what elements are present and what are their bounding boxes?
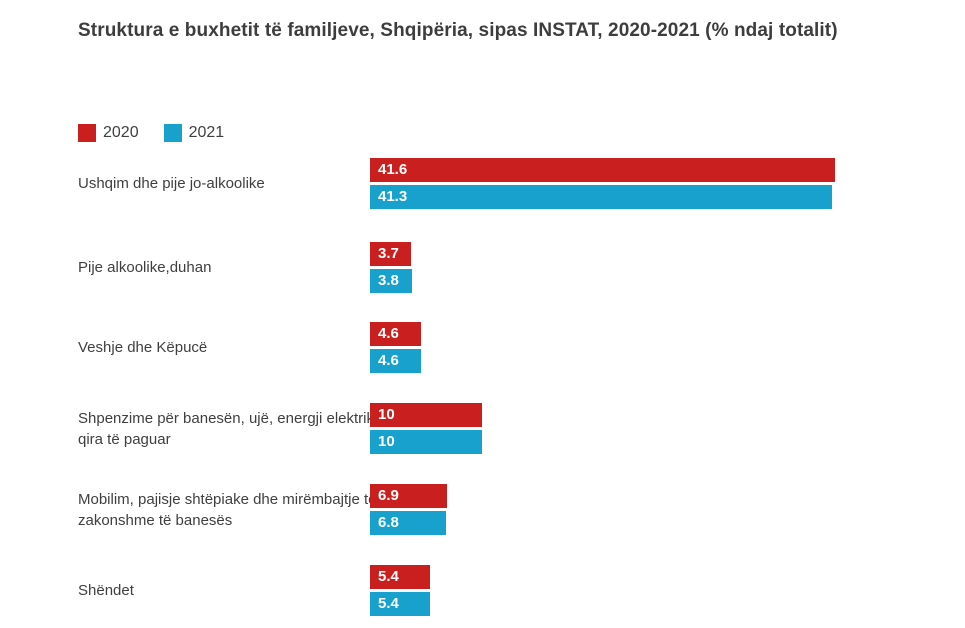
bar-value-label: 6.8 xyxy=(378,514,399,531)
legend-swatch-2020 xyxy=(78,124,96,142)
legend-label: 2021 xyxy=(188,124,225,141)
chart-row: Veshje dhe Këpucë 4.6 4.6 xyxy=(0,322,965,373)
bar-value-label: 4.6 xyxy=(378,325,399,342)
bar-value-label: 4.6 xyxy=(378,352,399,369)
legend-item-2021: 2021 xyxy=(163,124,225,142)
legend-swatch-2021 xyxy=(163,124,182,142)
bar-value-label: 41.3 xyxy=(378,188,408,205)
bar-2020: 3.7 xyxy=(370,242,411,266)
chart-row: Shëndet 5.4 5.4 xyxy=(0,565,965,616)
category-label: Mobilim, pajisje shtëpiake dhe mirëmbajt… xyxy=(78,490,377,529)
bar-2020: 4.6 xyxy=(370,322,421,346)
bar-value-label: 6.9 xyxy=(378,487,399,504)
bar-2020: 10 xyxy=(370,403,482,427)
bar-2020: 41.6 xyxy=(370,158,835,182)
chart-row: Shpenzime për banesën, ujë, energji elek… xyxy=(0,403,965,454)
bar-value-label: 10 xyxy=(378,433,395,450)
legend-item-2020: 2020 xyxy=(78,124,139,142)
bar-2020: 5.4 xyxy=(370,565,430,589)
bar-2020: 6.9 xyxy=(370,484,447,508)
legend-label: 2020 xyxy=(103,124,139,141)
bar-2021: 10 xyxy=(370,430,482,454)
bar-value-label: 5.4 xyxy=(378,568,399,585)
bar-value-label: 5.4 xyxy=(378,595,399,612)
bar-2021: 41.3 xyxy=(370,185,832,209)
bar-value-label: 10 xyxy=(378,406,395,423)
bar-value-label: 3.7 xyxy=(378,245,399,262)
chart-title: Struktura e buxhetit të familjeve, Shqip… xyxy=(78,20,838,41)
chart-row: Pije alkoolike,duhan 3.7 3.8 xyxy=(0,242,965,293)
bar-value-label: 41.6 xyxy=(378,161,408,178)
bar-2021: 6.8 xyxy=(370,511,446,535)
category-label: Ushqim dhe pije jo-alkoolike xyxy=(78,175,265,192)
bar-2021: 4.6 xyxy=(370,349,421,373)
bar-2021: 3.8 xyxy=(370,269,412,293)
chart-row: Ushqim dhe pije jo-alkoolike 41.6 41.3 xyxy=(0,158,965,209)
category-label: Shpenzime për banesën, ujë, energji elek… xyxy=(78,409,387,448)
bar-value-label: 3.8 xyxy=(378,272,399,289)
chart-row: Mobilim, pajisje shtëpiake dhe mirëmbajt… xyxy=(0,484,965,535)
category-label: Pije alkoolike,duhan xyxy=(78,259,212,276)
legend: 2020 2021 xyxy=(78,124,224,142)
category-label: Shëndet xyxy=(78,582,134,599)
bar-2021: 5.4 xyxy=(370,592,430,616)
category-label: Veshje dhe Këpucë xyxy=(78,339,208,356)
